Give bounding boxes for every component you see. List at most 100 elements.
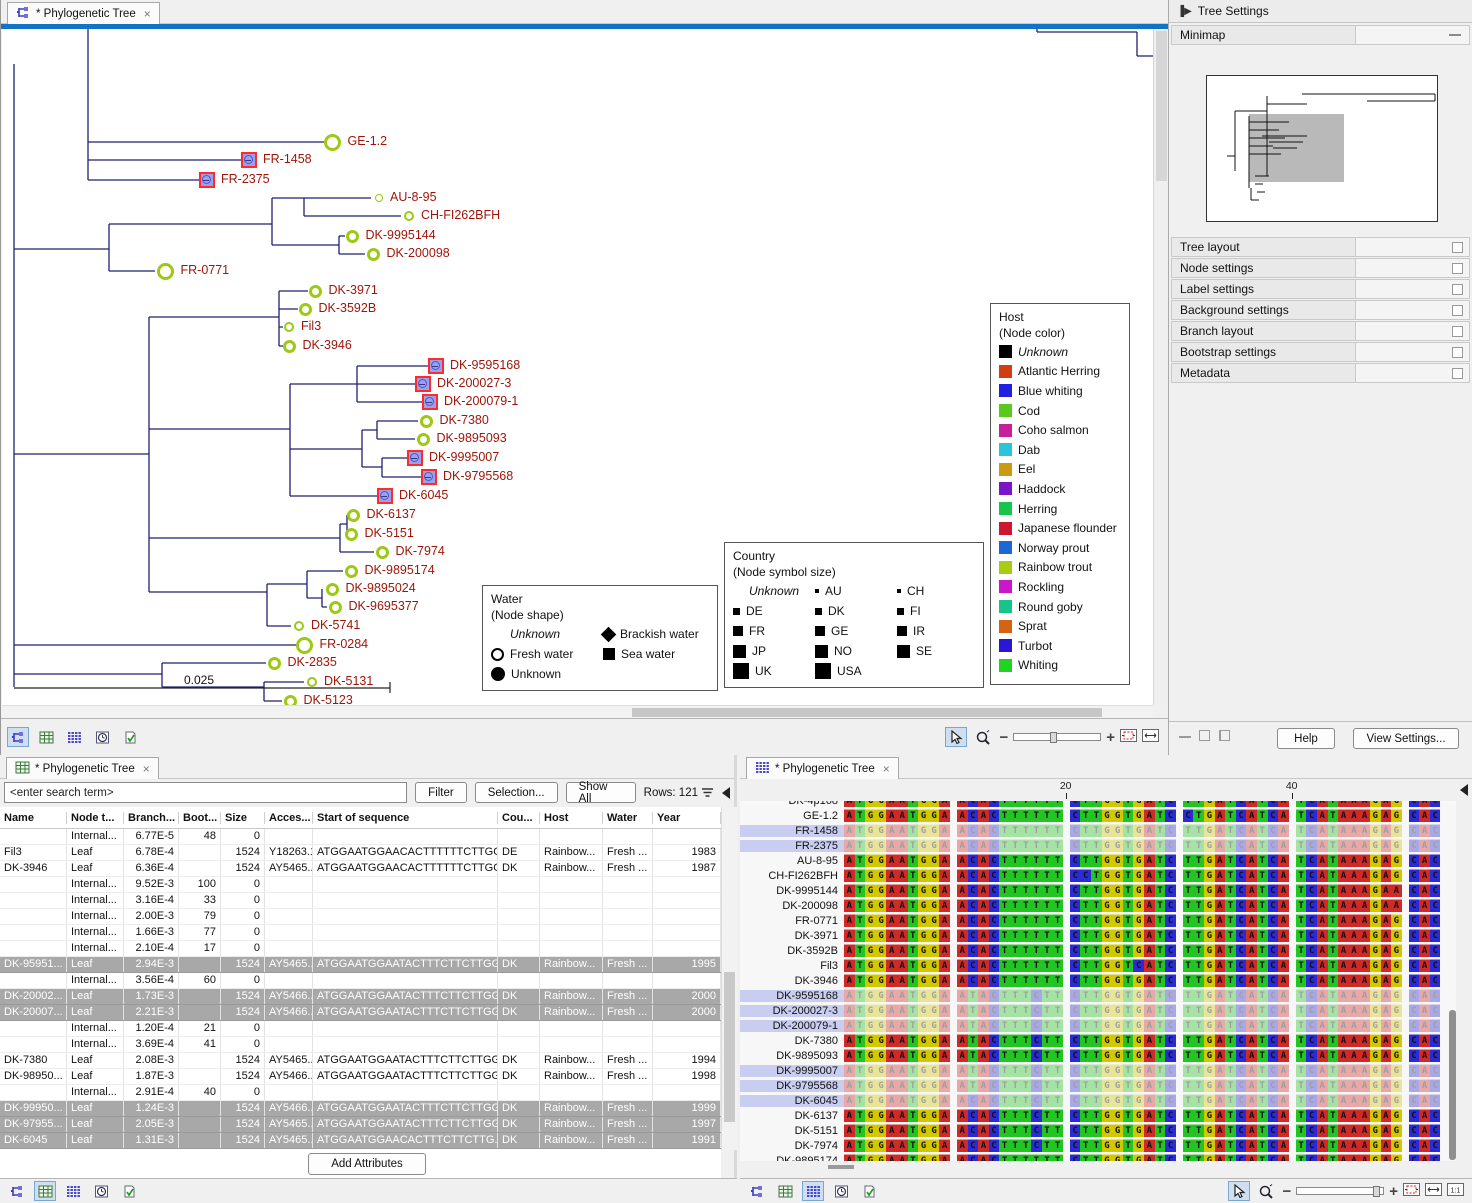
tree-node-DK-9695377[interactable] (329, 601, 342, 614)
alignment-row[interactable]: Fil3ATGGAATGGAACACTTTTTTCTTGGTCATCTTGATC… (740, 958, 1456, 973)
section-page-icon[interactable] (1452, 305, 1463, 316)
tree-node-DK-200079-1[interactable] (422, 394, 438, 410)
alignment-sequences[interactable]: DK-4p168ATGGAATGGAACACTTTTTTCTTGGTGATCTT… (740, 801, 1456, 1161)
table-row[interactable]: Internal...2.10E-4170 (0, 941, 721, 957)
zoom-icon[interactable] (1255, 1181, 1277, 1201)
tree-node-DK-5741[interactable] (294, 621, 304, 631)
selection-cursor-icon[interactable] (945, 727, 967, 747)
sequence-name[interactable]: FR-2375 (740, 840, 844, 852)
section-branch-layout[interactable]: Branch layout (1171, 321, 1470, 341)
table-vertical-scrollbar[interactable] (721, 807, 737, 1150)
sequence-name[interactable]: AU-8-95 (740, 855, 844, 867)
tree-node-DK-3592B[interactable] (299, 303, 312, 316)
tree-node-DK-9895174[interactable] (345, 565, 358, 578)
zoom-out-button[interactable]: − (999, 730, 1008, 745)
table-row[interactable]: DK-97955...Leaf2.05E-31524AY5465...ATGGA… (0, 1117, 721, 1133)
section-metadata[interactable]: Metadata (1171, 363, 1470, 383)
zoom-slider[interactable] (1296, 1187, 1384, 1195)
tree-node-DK-5123[interactable] (284, 695, 297, 706)
table-row[interactable]: Internal...3.56E-4600 (0, 973, 721, 989)
tree-view-icon[interactable] (6, 1181, 28, 1201)
alignment-row[interactable]: DK-5151ATGGAATGGAACACTTTCTTCTTGGTGATCTTG… (740, 1123, 1456, 1138)
tree-node-Fil3[interactable] (284, 322, 294, 332)
sequence-name[interactable]: FR-0771 (740, 915, 844, 927)
tab-phylogenetic-tree[interactable]: * Phylogenetic Tree × (7, 2, 160, 24)
view-settings-button[interactable]: View Settings... (1353, 728, 1459, 749)
fit-width-icon[interactable] (1142, 729, 1159, 745)
section-page-icon[interactable] (1452, 347, 1463, 358)
column-header-cou[interactable]: Cou... (498, 812, 540, 824)
tree-view-icon[interactable] (7, 727, 29, 747)
column-header-water[interactable]: Water (603, 812, 653, 824)
panel-splitter-arrow[interactable] (1460, 784, 1468, 796)
column-header-boot[interactable]: Boot... (179, 812, 221, 824)
column-header-year[interactable]: Year (653, 812, 721, 824)
section-page-icon[interactable] (1452, 284, 1463, 295)
tree-horizontal-scrollbar[interactable] (2, 705, 1153, 718)
alignment-view-icon[interactable] (802, 1181, 824, 1201)
show-all-button[interactable]: Show All (566, 782, 636, 803)
sequence-name[interactable]: DK-3592B (740, 945, 844, 957)
tree-node-DK-9995007[interactable] (407, 450, 423, 466)
alignment-row[interactable]: DK-9995007ATGGAATGGAATACTTTCTTCTTGGTGATC… (740, 1063, 1456, 1078)
alignment-vertical-scrollbar[interactable] (1449, 1010, 1456, 1160)
sequence-name[interactable]: DK-200079-1 (740, 1020, 844, 1032)
section-bootstrap-settings[interactable]: Bootstrap settings (1171, 342, 1470, 362)
collapse-icon[interactable] (1449, 34, 1461, 36)
tree-node-DK-9995144[interactable] (346, 230, 359, 243)
alignment-row[interactable]: DK-3971ATGGAATGGAACACTTTTTTCTTGGTGATCTTG… (740, 928, 1456, 943)
attributes-table[interactable]: NameNode t...Branch...Boot...SizeAcces..… (0, 807, 721, 1203)
table-row[interactable]: Internal...2.00E-3790 (0, 909, 721, 925)
sequence-name[interactable]: DK-6045 (740, 1095, 844, 1107)
alignment-row[interactable]: DK-9595168ATGGAATGGAATACTTTCTTCTTGGTGATC… (740, 988, 1456, 1003)
table-row[interactable]: Internal...1.66E-3770 (0, 925, 721, 941)
tree-node-DK-200027-3[interactable] (415, 376, 431, 392)
tree-vertical-scrollbar[interactable] (1153, 29, 1169, 705)
tree-node-DK-7974[interactable] (376, 546, 389, 559)
tree-node-DK-6137[interactable] (347, 509, 360, 522)
alignment-row[interactable]: FR-0771ATGGAATGGAACACTTTTTTCTTGGTGATCTTG… (740, 913, 1456, 928)
alignment-row[interactable]: DK-7380ATGGAATGGAATACTTTCTTCTTGGTGATCTTG… (740, 1033, 1456, 1048)
tab-phylogenetic-tree-table[interactable]: * Phylogenetic Tree × (6, 757, 159, 779)
table-row[interactable]: Internal...3.69E-4410 (0, 1037, 721, 1053)
section-tree-layout[interactable]: Tree layout (1171, 237, 1470, 257)
alignment-row[interactable]: DK-9995144ATGGAATGGAACACTTTTTTCTTGGTGATC… (740, 883, 1456, 898)
tree-view-icon[interactable] (746, 1181, 768, 1201)
alignment-row[interactable]: DK-200027-3ATGGAATGGAATACTTTCTTCTTGGTGAT… (740, 1003, 1456, 1018)
sequence-name[interactable]: DK-200027-3 (740, 1005, 844, 1017)
sequence-name[interactable]: DK-9795568 (740, 1080, 844, 1092)
sequence-name[interactable]: FR-1458 (740, 825, 844, 837)
sequence-name[interactable]: CH-FI262BFH (740, 870, 844, 882)
alignment-row[interactable]: DK-3592BATGGAATGGAACACTTTTTTCTTGGTGATCTT… (740, 943, 1456, 958)
alignment-row[interactable]: AU-8-95ATGGAATGGAACACTTTTTTCTTGGTGATCTTG… (740, 853, 1456, 868)
dock-icon[interactable] (1219, 730, 1230, 741)
sequence-name[interactable]: DK-9895174 (740, 1155, 844, 1162)
zoom-icon[interactable] (972, 727, 994, 747)
alignment-row[interactable]: GE-1.2ATGGAATGGAACACTTTTTTCTTGGTGATCCTGA… (740, 808, 1456, 823)
alignment-row[interactable]: DK-9795568ATGGAATGGAATACTTTCTTCTTGGTGATC… (740, 1078, 1456, 1093)
table-row[interactable]: DK-95951...Leaf2.94E-31524AY5465...ATGGA… (0, 957, 721, 973)
zoom-one-to-one-icon[interactable]: 1:1 (1447, 1183, 1464, 1199)
zoom-in-button[interactable]: + (1389, 1184, 1398, 1199)
table-row[interactable]: DK-7380Leaf2.08E-31524AY5465...ATGGAATGG… (0, 1053, 721, 1069)
table-view-icon[interactable] (774, 1181, 796, 1201)
close-icon[interactable]: × (143, 762, 150, 776)
filter-funnel-icon[interactable] (701, 787, 714, 799)
sequence-name[interactable]: DK-5151 (740, 1125, 844, 1137)
tree-node-DK-7380[interactable] (420, 415, 433, 428)
table-row[interactable]: Internal...9.52E-31000 (0, 877, 721, 893)
table-row[interactable]: DK-20002...Leaf1.73E-31524AY5466...ATGGA… (0, 989, 721, 1005)
tree-node-DK-3971[interactable] (309, 285, 322, 298)
alignment-row[interactable]: DK-6137ATGGAATGGAACACTTTCTTCTTGGTGATCTTG… (740, 1108, 1456, 1123)
table-row[interactable]: DK-6045Leaf1.31E-31524AY5465...ATGGAATGG… (0, 1133, 721, 1149)
section-background-settings[interactable]: Background settings (1171, 300, 1470, 320)
history-icon[interactable] (91, 727, 113, 747)
table-row[interactable]: DK-3946Leaf6.36E-41524AY5465...ATGGAATGG… (0, 861, 721, 877)
tree-node-DK-6045[interactable] (377, 488, 393, 504)
alignment-row[interactable]: DK-7974ATGGAATGGAACACTTTCTTCTTGGTGATCTTG… (740, 1138, 1456, 1153)
column-header-size[interactable]: Size (221, 812, 265, 824)
alignment-row[interactable]: DK-4p168ATGGAATGGAACACTTTTTTCTTGGTGATCTT… (740, 801, 1456, 808)
alignment-row[interactable]: DK-9895093ATGGAATGGAATACTTTCTTCTTGGTGATC… (740, 1048, 1456, 1063)
folder-icon[interactable] (1199, 730, 1210, 741)
collapse-all-icon[interactable] (1179, 736, 1191, 738)
